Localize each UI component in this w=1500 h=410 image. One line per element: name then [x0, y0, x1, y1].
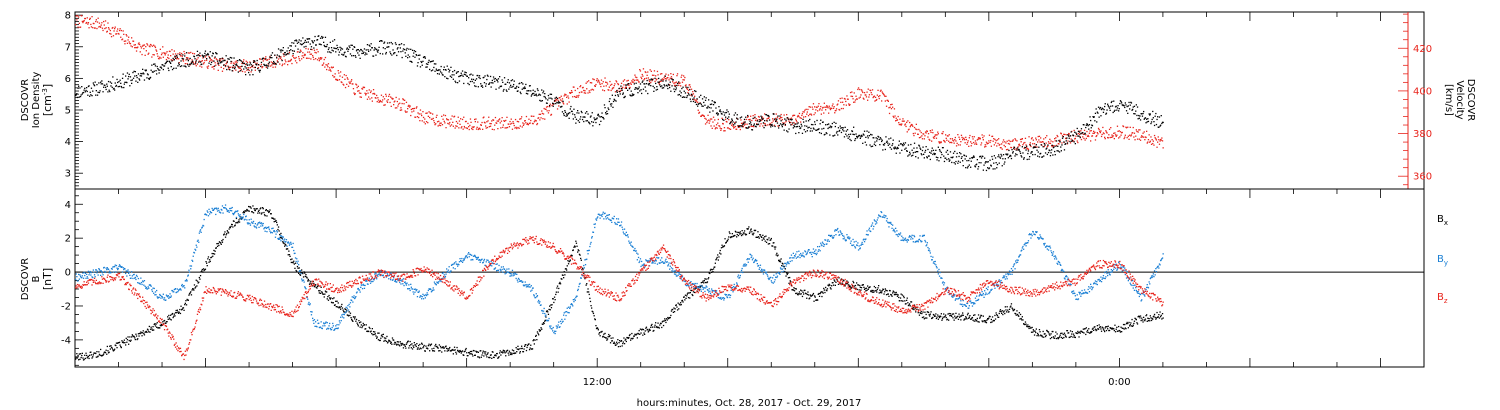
- b-tick-label: 4: [65, 200, 71, 211]
- legend-bz: Bz: [1437, 292, 1448, 305]
- density-tick-label: 5: [65, 105, 71, 116]
- x-axis-title: hours:minutes, Oct. 28, 2017 - Oct. 29, …: [637, 398, 862, 409]
- x-tick-label: 12:00: [583, 377, 612, 388]
- legend-by: By: [1437, 254, 1448, 267]
- density-axis-title: DSCOVRIon Density[cm-3]: [20, 72, 54, 129]
- b-tick-label: 0: [65, 268, 71, 279]
- velocity-axis-title: DSCOVRVelocity[km/s]: [1443, 79, 1476, 122]
- velocity-tick-label: 400: [1413, 86, 1432, 97]
- velocity-axis-title-text: DSCOVRVelocity[km/s]: [1443, 79, 1476, 122]
- density-tick-label: 4: [65, 137, 71, 148]
- by-series: [75, 204, 1164, 335]
- density-tick-label: 7: [65, 42, 71, 53]
- density-series: [75, 35, 1164, 172]
- b-axis-title-text: DSCOVRB[nT]: [20, 258, 54, 301]
- density-tick-label: 8: [65, 11, 71, 22]
- b-tick-label: -2: [61, 301, 71, 312]
- bx-series: [75, 205, 1164, 361]
- velocity-tick-label: 360: [1413, 172, 1432, 183]
- b-tick-label: -4: [61, 335, 71, 346]
- bz-series: [75, 235, 1164, 361]
- legend-bx: Bx: [1437, 214, 1448, 227]
- density-axis-title-text: DSCOVRIon Density[cm-3]: [20, 72, 54, 129]
- density-velocity-panel: 3 4 5 6 7 8 360 380 400 420: [65, 11, 1432, 190]
- velocity-series: [75, 14, 1164, 151]
- velocity-tick-label: 420: [1413, 44, 1432, 55]
- density-tick-label: 3: [65, 169, 71, 180]
- x-tick-label: 0:00: [1108, 377, 1130, 388]
- b-tick-label: 2: [65, 234, 71, 245]
- b-axis-title: DSCOVRB[nT]: [20, 258, 54, 301]
- bottom-panel-frame: [74, 188, 1425, 368]
- top-panel-frame: [74, 11, 1425, 190]
- axis-labels: hours:minutes, Oct. 28, 2017 - Oct. 29, …: [20, 72, 1476, 409]
- velocity-tick-label: 380: [1413, 129, 1432, 140]
- magnetic-field-panel: -4 -2 0 2 4 12:00 0:00: [61, 188, 1425, 388]
- density-tick-label: 6: [65, 74, 71, 85]
